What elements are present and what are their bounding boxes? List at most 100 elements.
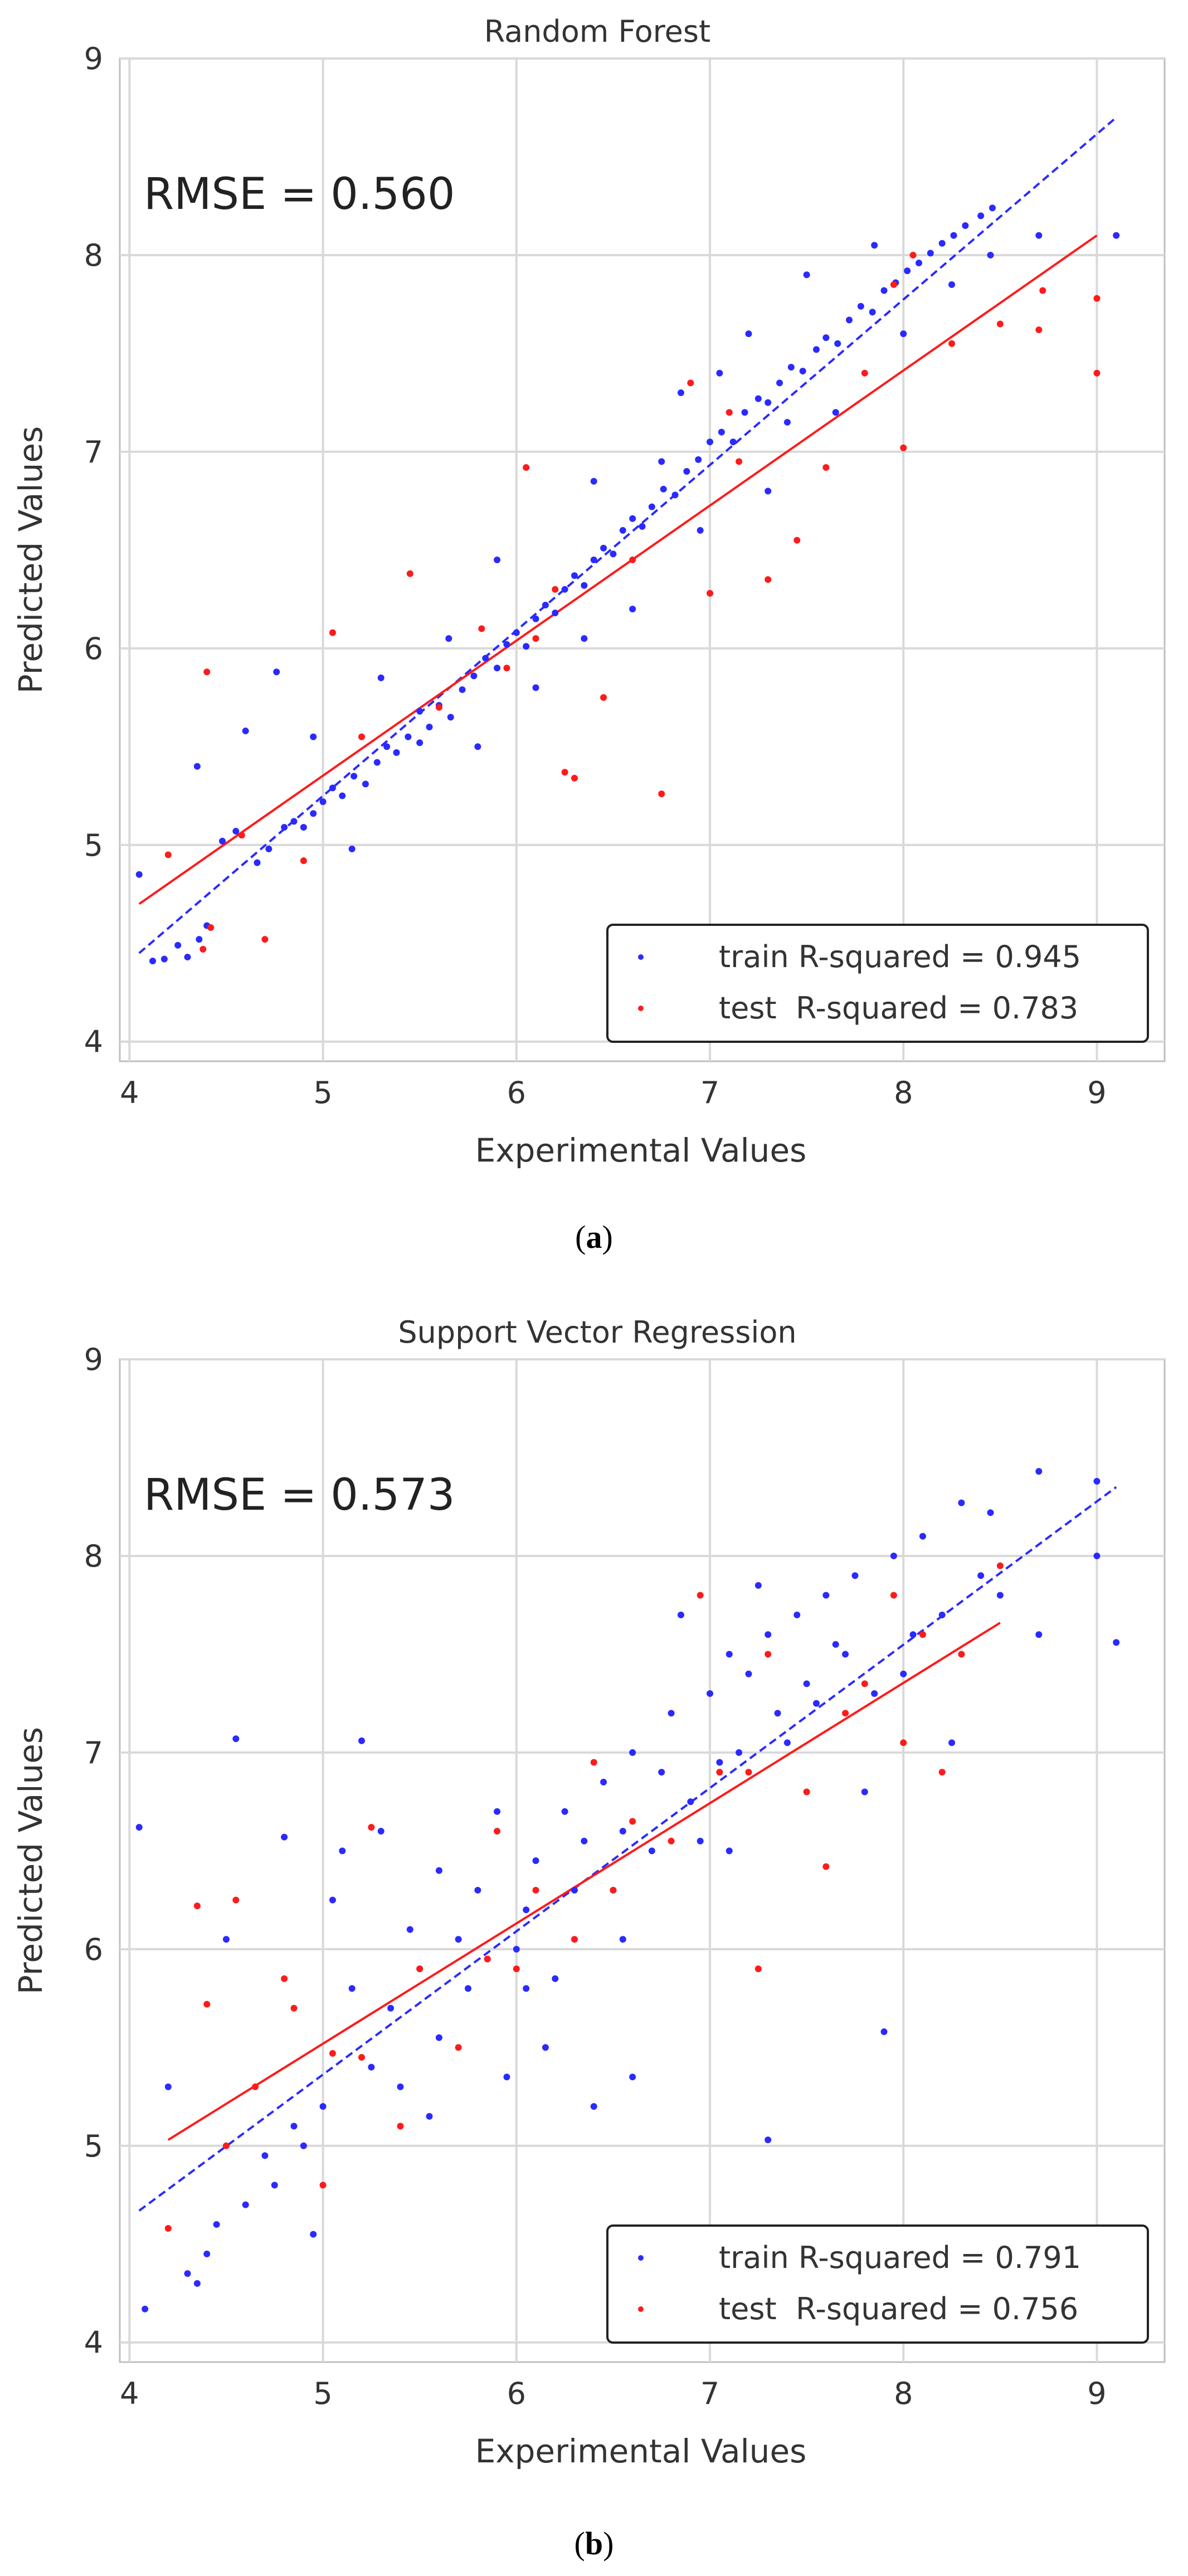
train-point <box>600 544 607 552</box>
train-point <box>581 582 588 589</box>
train-point <box>339 1847 346 1855</box>
test-point <box>484 1955 491 1963</box>
train-point <box>196 936 203 943</box>
train-point <box>977 212 985 219</box>
x-tick-label: 8 <box>894 2376 913 2411</box>
rmse-annotation: RMSE = 0.573 <box>144 1470 455 1520</box>
train-point <box>581 635 588 642</box>
test-point <box>164 851 172 858</box>
train-point <box>358 1737 366 1744</box>
train-point <box>958 1499 965 1506</box>
train-point <box>754 1582 762 1589</box>
train-point <box>406 1926 413 1933</box>
train-point <box>310 2231 317 2238</box>
train-point <box>405 733 412 740</box>
train-point <box>842 1651 849 1658</box>
train-point <box>822 1592 830 1599</box>
train-point <box>697 1837 704 1845</box>
fit-lines <box>138 1486 1117 2212</box>
y-tick-label: 9 <box>84 1342 103 1377</box>
train-point <box>890 1552 897 1559</box>
test-point <box>532 1886 539 1894</box>
test-point <box>822 464 830 471</box>
x-tick-labels: 4 5 6 7 8 9 <box>120 2376 1106 2411</box>
legend-label-test: test R-squared = 0.756 <box>719 2291 1078 2326</box>
test-point <box>552 586 559 593</box>
train-point <box>393 749 400 756</box>
train-fit-line <box>138 1486 1117 2212</box>
train-point <box>164 2083 172 2090</box>
train-point <box>783 418 791 426</box>
x-axis-label: Experimental Values <box>475 2432 807 2470</box>
train-point <box>765 1631 772 1638</box>
panel-label-a: (a) <box>575 1219 613 1255</box>
train-point <box>561 586 568 593</box>
train-point <box>938 240 946 247</box>
test-point <box>207 924 215 931</box>
train-point <box>447 714 454 721</box>
y-tick-label: 8 <box>84 238 103 273</box>
train-point <box>310 733 317 740</box>
train-point <box>552 609 559 617</box>
train-point <box>832 1641 839 1648</box>
test-point <box>610 1886 617 1894</box>
train-point <box>513 629 520 636</box>
test-point <box>1035 326 1043 334</box>
train-point <box>904 267 911 275</box>
train-point <box>383 743 391 750</box>
train-point <box>571 572 578 579</box>
train-point <box>683 468 690 475</box>
y-tick-labels: 4 5 6 7 8 9 <box>84 41 103 1060</box>
test-point <box>416 1965 423 1973</box>
test-point <box>164 2225 172 2232</box>
train-point <box>310 810 317 817</box>
test-point <box>571 774 578 782</box>
train-point <box>232 1735 240 1743</box>
test-point <box>697 1592 704 1599</box>
y-tick-label: 7 <box>84 1735 103 1770</box>
test-point <box>1039 287 1046 294</box>
train-point <box>799 368 806 375</box>
train-point <box>273 669 280 676</box>
train-point <box>465 1985 471 1992</box>
train-point <box>660 485 667 492</box>
test-point <box>193 1902 201 1910</box>
train-point <box>319 798 327 806</box>
train-point <box>658 1769 665 1776</box>
test-point <box>494 1828 501 1835</box>
train-point <box>629 2074 636 2081</box>
train-point <box>281 1833 288 1841</box>
train-point <box>813 1700 820 1707</box>
test-point <box>523 464 530 471</box>
y-tick-label: 4 <box>84 1024 103 1060</box>
train-point <box>987 251 994 258</box>
train-point <box>494 665 501 672</box>
train-point <box>387 2004 395 2012</box>
train-point <box>745 330 752 338</box>
train-point <box>716 1759 723 1766</box>
train-point <box>745 1670 752 1677</box>
test-point <box>329 2050 336 2057</box>
train-point <box>581 1837 588 1845</box>
train-point <box>648 503 655 510</box>
train-point <box>716 369 723 377</box>
train-point <box>222 1936 230 1943</box>
train-point <box>142 2305 149 2312</box>
train-point <box>426 2112 433 2120</box>
test-point <box>861 1680 868 1687</box>
x-axis-label: Experimental Values <box>475 1131 807 1169</box>
train-point <box>474 1886 481 1894</box>
train-point <box>377 674 384 681</box>
train-point <box>1035 232 1043 239</box>
legend-marker-test <box>638 2306 644 2312</box>
train-point <box>329 784 336 792</box>
train-point <box>455 1936 462 1943</box>
test-point <box>397 2123 404 2130</box>
panel-letter: a <box>586 1219 602 1255</box>
test-point <box>329 629 336 636</box>
test-point <box>822 1863 830 1870</box>
train-point <box>948 1739 956 1746</box>
legend-box <box>606 924 1149 1043</box>
train-point <box>729 438 737 446</box>
